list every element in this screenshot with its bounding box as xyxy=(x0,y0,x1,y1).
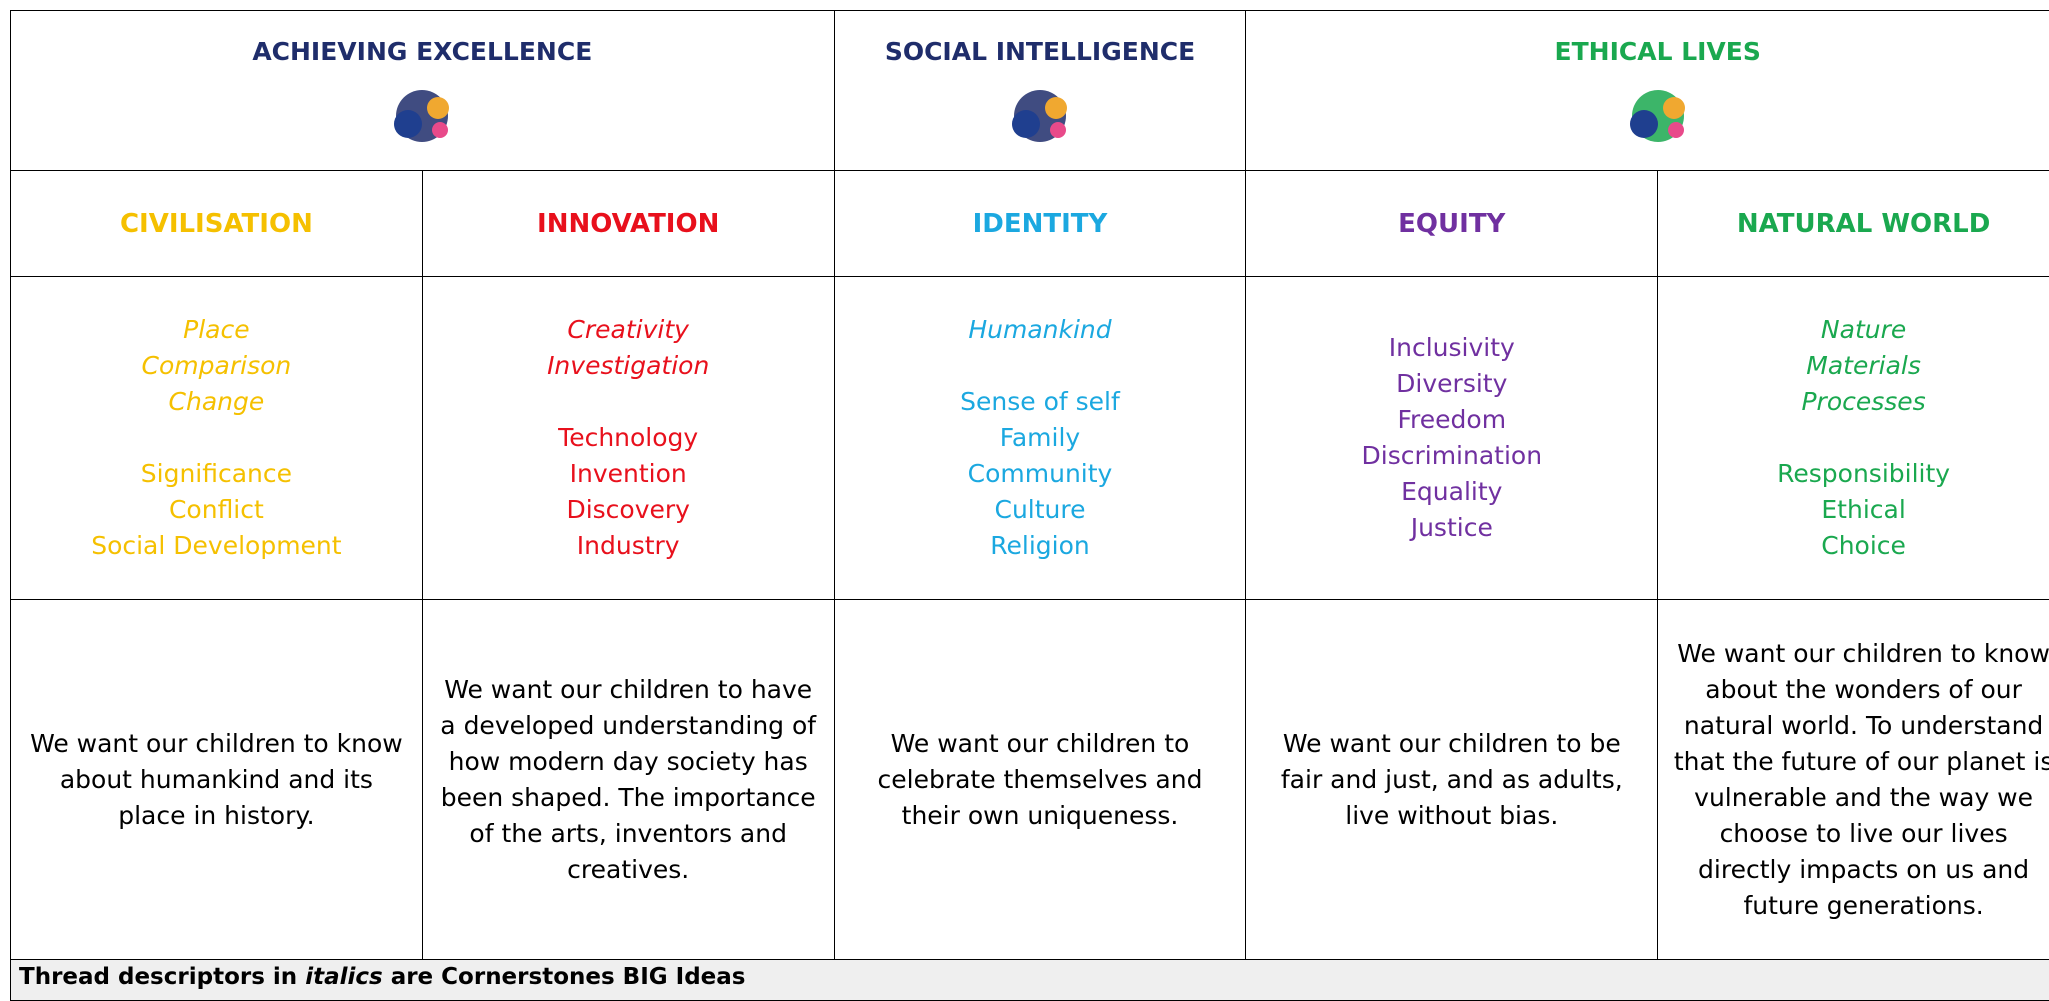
thread: Community xyxy=(849,456,1232,492)
big-idea: Processes xyxy=(1672,384,2049,420)
description: We want our children to know about human… xyxy=(11,600,423,960)
description: We want our children to be fair and just… xyxy=(1246,600,1658,960)
column-header: IDENTITY xyxy=(834,171,1246,277)
thread: Freedom xyxy=(1260,402,1643,438)
group-title: ACHIEVING EXCELLENCE xyxy=(25,34,820,70)
spacer xyxy=(1672,420,2049,456)
thread: Conflict xyxy=(25,492,408,528)
thread: Religion xyxy=(849,528,1232,564)
footer-text: Thread descriptors in xyxy=(19,964,305,990)
thread: Inclusivity xyxy=(1260,330,1643,366)
thread: Discovery xyxy=(437,492,820,528)
column-header: INNOVATION xyxy=(422,171,834,277)
column-header: CIVILISATION xyxy=(11,171,423,277)
footer: Thread descriptors in italics are Corner… xyxy=(11,960,2049,1001)
big-idea: Creativity xyxy=(437,312,820,348)
icon xyxy=(1618,78,1698,148)
description-row: We want our children to know about human… xyxy=(11,600,2049,960)
group-cell: ACHIEVING EXCELLENCE xyxy=(11,11,835,171)
thread: Justice xyxy=(1260,510,1643,546)
curriculum-table: ACHIEVING EXCELLENCE SOCIAL INTELLIGENCE E… xyxy=(10,10,2049,1001)
thread: Social Development xyxy=(25,528,408,564)
footer-text: are Cornerstones BIG Ideas xyxy=(383,964,746,990)
thread: Ethical xyxy=(1672,492,2049,528)
column-header: EQUITY xyxy=(1246,171,1658,277)
description: We want our children to know about the w… xyxy=(1658,600,2049,960)
spacer xyxy=(25,420,408,456)
big-idea: Humankind xyxy=(849,312,1232,348)
big-idea: Investigation xyxy=(437,348,820,384)
spacer xyxy=(849,348,1232,384)
icon xyxy=(1000,78,1080,148)
thread: Family xyxy=(849,420,1232,456)
thread: Technology xyxy=(437,420,820,456)
footer-italic: italics xyxy=(305,964,383,990)
thread: Invention xyxy=(437,456,820,492)
thread: Sense of self xyxy=(849,384,1232,420)
thread: Significance xyxy=(25,456,408,492)
thread: Diversity xyxy=(1260,366,1643,402)
thread: Discrimination xyxy=(1260,438,1643,474)
group-row: ACHIEVING EXCELLENCE SOCIAL INTELLIGENCE E… xyxy=(11,11,2049,171)
big-idea: Nature xyxy=(1672,312,2049,348)
big-idea: Change xyxy=(25,384,408,420)
spacer xyxy=(437,384,820,420)
big-idea: Materials xyxy=(1672,348,2049,384)
column-header: NATURAL WORLD xyxy=(1658,171,2049,277)
thread: Responsibility xyxy=(1672,456,2049,492)
thread: Choice xyxy=(1672,528,2049,564)
group-cell: SOCIAL INTELLIGENCE xyxy=(834,11,1246,171)
group-cell: ETHICAL LIVES xyxy=(1246,11,2049,171)
icon xyxy=(382,78,462,148)
group-title: ETHICAL LIVES xyxy=(1260,34,2049,70)
thread: Equality xyxy=(1260,474,1643,510)
big-idea: Comparison xyxy=(25,348,408,384)
thread: Culture xyxy=(849,492,1232,528)
description: We want our children to celebrate themse… xyxy=(834,600,1246,960)
description: We want our children to have a developed… xyxy=(422,600,834,960)
footer-row: Thread descriptors in italics are Corner… xyxy=(11,960,2049,1001)
big-idea: Place xyxy=(25,312,408,348)
group-title: SOCIAL INTELLIGENCE xyxy=(849,34,1232,70)
thread: Industry xyxy=(437,528,820,564)
